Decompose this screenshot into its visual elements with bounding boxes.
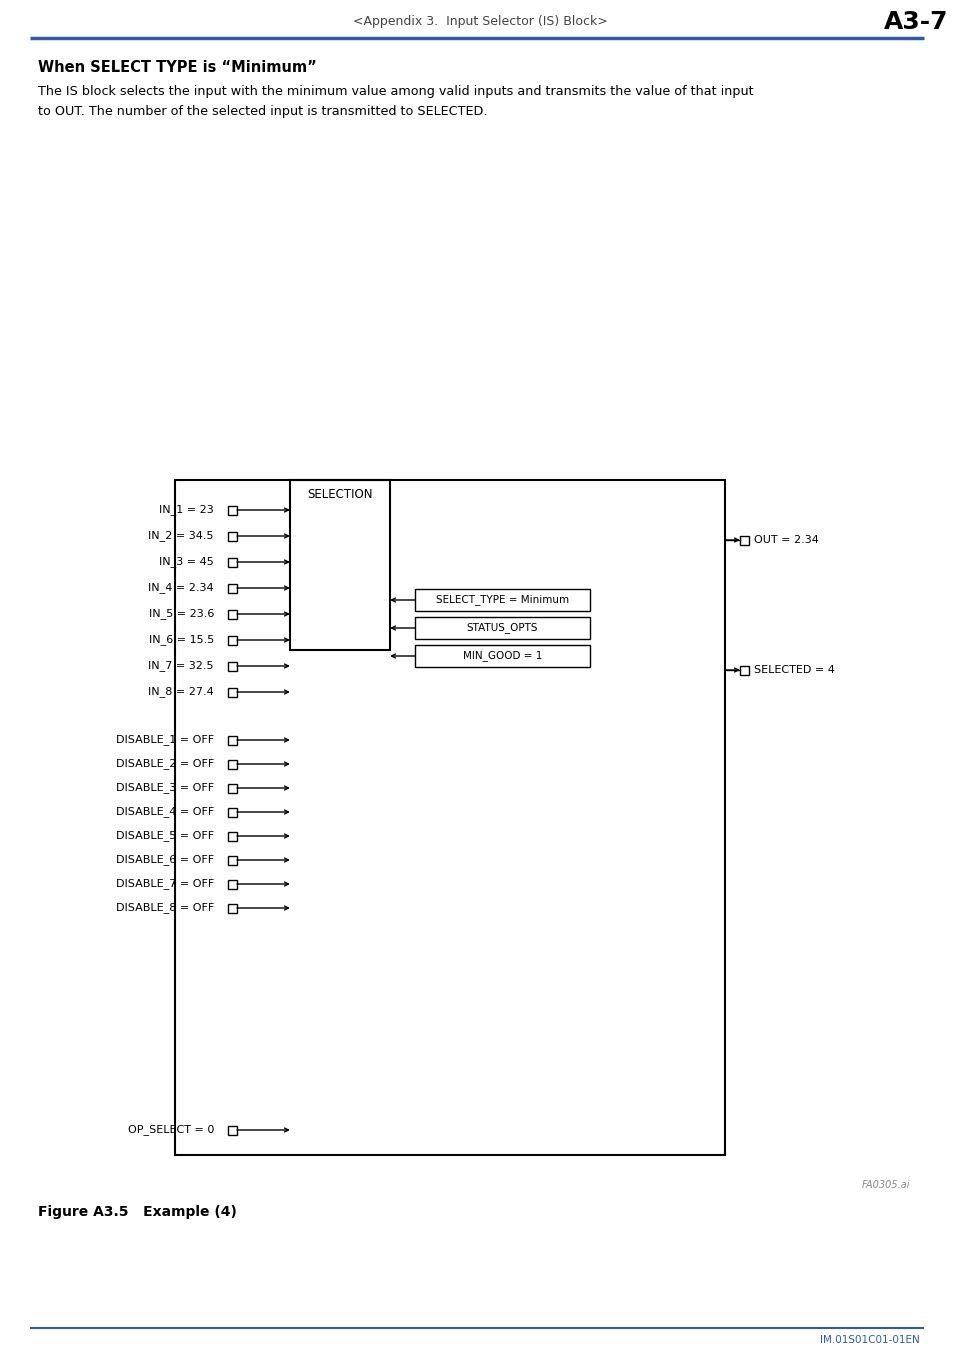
Text: STATUS_OPTS: STATUS_OPTS: [466, 622, 537, 633]
Bar: [228, 558, 236, 567]
Bar: [228, 760, 236, 768]
Bar: [228, 532, 236, 540]
Text: IN_5 = 23.6: IN_5 = 23.6: [149, 609, 213, 620]
Text: DISABLE_8 = OFF: DISABLE_8 = OFF: [115, 903, 213, 914]
Bar: [415, 617, 589, 639]
Text: IN_8 = 27.4: IN_8 = 27.4: [148, 687, 213, 698]
Bar: [740, 666, 748, 675]
Text: When SELECT TYPE is “Minimum”: When SELECT TYPE is “Minimum”: [38, 59, 316, 74]
Text: The IS block selects the input with the minimum value among valid inputs and tra: The IS block selects the input with the …: [38, 85, 753, 99]
Bar: [228, 856, 236, 864]
Text: Figure A3.5   Example (4): Figure A3.5 Example (4): [38, 1206, 236, 1219]
Text: DISABLE_4 = OFF: DISABLE_4 = OFF: [115, 806, 213, 818]
Bar: [228, 807, 236, 817]
Text: <Appendix 3.  Input Selector (IS) Block>: <Appendix 3. Input Selector (IS) Block>: [353, 15, 607, 28]
Bar: [228, 832, 236, 841]
Text: IN_2 = 34.5: IN_2 = 34.5: [149, 531, 213, 541]
Text: IN_3 = 45: IN_3 = 45: [159, 556, 213, 567]
Text: IN_1 = 23: IN_1 = 23: [159, 505, 213, 516]
Bar: [740, 536, 748, 544]
Bar: [228, 505, 236, 514]
Text: IM.01S01C01-01EN: IM.01S01C01-01EN: [820, 1335, 919, 1345]
Text: DISABLE_3 = OFF: DISABLE_3 = OFF: [115, 783, 213, 794]
Text: DISABLE_2 = OFF: DISABLE_2 = OFF: [115, 759, 213, 769]
Bar: [228, 1126, 236, 1134]
Bar: [290, 481, 390, 649]
Bar: [228, 879, 236, 888]
Text: SELECTED = 4: SELECTED = 4: [753, 666, 834, 675]
Bar: [228, 736, 236, 744]
Text: MIN_GOOD = 1: MIN_GOOD = 1: [462, 651, 541, 661]
Text: OUT = 2.34: OUT = 2.34: [753, 535, 818, 545]
Text: IN_4 = 2.34: IN_4 = 2.34: [149, 583, 213, 594]
Bar: [228, 783, 236, 792]
Bar: [415, 645, 589, 667]
Text: FA0305.ai: FA0305.ai: [861, 1180, 909, 1189]
Text: SELECTION: SELECTION: [307, 487, 373, 501]
Bar: [228, 609, 236, 618]
Text: A3-7: A3-7: [882, 9, 947, 34]
Text: DISABLE_5 = OFF: DISABLE_5 = OFF: [115, 830, 213, 841]
Bar: [228, 687, 236, 697]
Text: IN_6 = 15.5: IN_6 = 15.5: [149, 634, 213, 645]
Bar: [415, 589, 589, 612]
Text: DISABLE_7 = OFF: DISABLE_7 = OFF: [115, 879, 213, 890]
Text: DISABLE_6 = OFF: DISABLE_6 = OFF: [115, 855, 213, 865]
Text: DISABLE_1 = OFF: DISABLE_1 = OFF: [115, 734, 213, 745]
Text: IN_7 = 32.5: IN_7 = 32.5: [149, 660, 213, 671]
Bar: [228, 636, 236, 644]
Text: OP_SELECT = 0: OP_SELECT = 0: [128, 1125, 213, 1135]
Text: SELECT_TYPE = Minimum: SELECT_TYPE = Minimum: [436, 594, 569, 605]
Bar: [174, 481, 724, 1156]
Text: to OUT. The number of the selected input is transmitted to SELECTED.: to OUT. The number of the selected input…: [38, 105, 487, 119]
Bar: [228, 903, 236, 913]
Bar: [228, 662, 236, 671]
Bar: [228, 583, 236, 593]
